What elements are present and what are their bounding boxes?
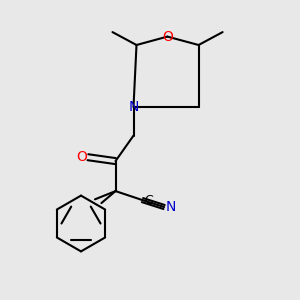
Text: O: O bbox=[76, 150, 87, 164]
Text: N: N bbox=[128, 100, 139, 114]
Text: N: N bbox=[166, 200, 176, 214]
Text: C: C bbox=[145, 194, 154, 207]
Text: O: O bbox=[162, 30, 173, 44]
